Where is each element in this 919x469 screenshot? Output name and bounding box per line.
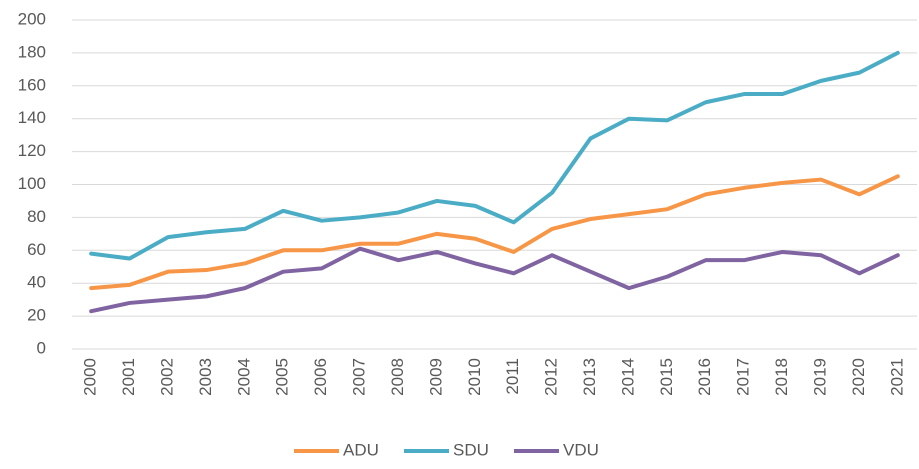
- x-tick-label: 2007: [350, 358, 369, 396]
- y-tick-label: 20: [27, 306, 46, 325]
- y-tick-label: 0: [37, 338, 46, 357]
- y-tick-label: 120: [18, 141, 46, 160]
- x-tick-label: 2015: [657, 358, 676, 396]
- x-tick-label: 2019: [810, 358, 829, 396]
- x-tick-label: 2013: [580, 358, 599, 396]
- x-tick-label: 2016: [695, 358, 714, 396]
- x-tick-label: 2005: [273, 358, 292, 396]
- x-tick-label: 2003: [196, 358, 215, 396]
- y-tick-label: 60: [27, 240, 46, 259]
- series-line: [89, 50, 900, 261]
- x-tick-label: 2014: [618, 358, 637, 396]
- x-tick-label: 2008: [388, 358, 407, 396]
- x-tick-label: 2010: [465, 358, 484, 396]
- y-tick-label: 180: [18, 42, 46, 61]
- x-tick-label: 2011: [503, 358, 522, 395]
- x-tick-label: 2020: [849, 358, 868, 396]
- x-tick-label: 2021: [887, 358, 906, 396]
- y-tick-label: 160: [18, 75, 46, 94]
- x-tick-label: 2018: [772, 358, 791, 396]
- x-tick-label: 2006: [311, 358, 330, 396]
- legend-label: SDU: [453, 440, 489, 459]
- x-tick-label: 2017: [734, 358, 753, 396]
- y-tick-label: 200: [18, 9, 46, 28]
- x-tick-label: 2012: [542, 358, 561, 396]
- legend-label: VDU: [563, 440, 599, 459]
- y-tick-label: 80: [27, 207, 46, 226]
- x-tick-label: 2002: [158, 358, 177, 396]
- y-tick-label: 40: [27, 273, 46, 292]
- x-tick-label: 2001: [119, 358, 138, 396]
- legend-label: ADU: [343, 440, 379, 459]
- x-tick-label: 2004: [234, 358, 253, 396]
- series-line: [89, 246, 900, 314]
- series-line: [89, 174, 900, 291]
- y-tick-label: 100: [18, 174, 46, 193]
- y-tick-label: 140: [18, 108, 46, 127]
- x-tick-label: 2009: [426, 358, 445, 396]
- x-tick-label: 2000: [81, 358, 100, 396]
